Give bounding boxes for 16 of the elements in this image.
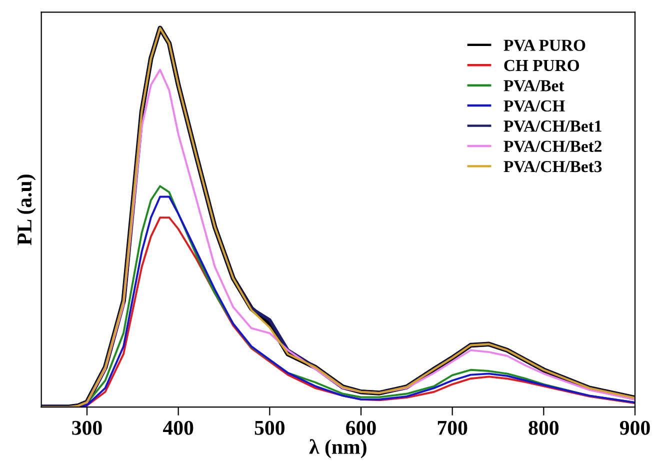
x-tick-label: 700 — [438, 420, 468, 435]
x-tick-label: 500 — [254, 420, 284, 435]
x-axis-title: λ (nm) — [309, 439, 366, 458]
y-axis-title: PL (a.u) — [16, 174, 36, 246]
legend-label: PVA/CH/Bet3 — [504, 160, 602, 172]
x-tick-label: 300 — [72, 420, 102, 435]
legend-label: PVA/CH/Bet1 — [504, 120, 602, 132]
x-tick-label: 600 — [346, 420, 376, 435]
legend-label: PVA/Bet — [504, 80, 564, 92]
x-tick-label: 400 — [162, 420, 194, 435]
legend-label: PVA/CH/Bet2 — [504, 140, 602, 152]
x-tick-label: 800 — [528, 420, 559, 435]
legend-label: PVA/CH — [504, 100, 565, 112]
legend-label: PVA PURO — [504, 40, 586, 51]
legend-label: CH PURO — [504, 60, 580, 72]
x-tick-label: 900 — [620, 420, 650, 435]
